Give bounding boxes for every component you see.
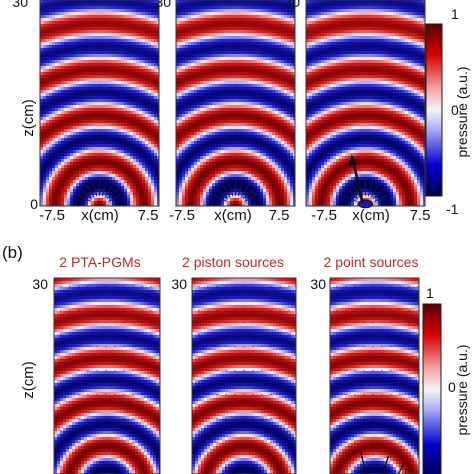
panel-b-colorbar-tick-mid: 0: [448, 379, 456, 395]
panel-a-ytick-top: 30: [12, 0, 28, 10]
panel-a-ytick-top-3: 30: [284, 0, 300, 10]
panel-a-colorbar-tick-mid: 0: [451, 102, 459, 118]
panel-b1-ytick-top: 30: [32, 276, 48, 292]
panel-b3-title: 2 point sources: [324, 254, 419, 270]
panel-a-colorbar-tick-max: 1: [451, 6, 459, 22]
panel-b3-map-vector-dots: [336, 286, 419, 467]
panel-b3-map: [329, 277, 420, 474]
panel-a3-xtick-right: 7.5: [410, 207, 431, 224]
panel-a3-xtick-left: -7.5: [311, 207, 337, 224]
panel-b-maps: [53, 277, 420, 474]
panel-b-colorbar: [422, 303, 442, 474]
panel-a: 30 0 30 30 z(cm) -7.5 x(cm) 7.5 -7.5 x(c…: [12, 0, 470, 224]
panel-b1-map-vector-dots: [60, 286, 160, 467]
panel-a-ytick-bottom: 0: [30, 196, 38, 212]
panel-b1-title: 2 PTA-PGMs: [59, 254, 140, 270]
panel-b: (b) 2 PTA-PGMs 2 piston sources 2 point …: [2, 243, 470, 474]
panel-a-maps: [39, 0, 426, 209]
panel-a3-map-arrows: [342, 180, 389, 202]
panel-b-colorbar-tick-max: 1: [426, 285, 434, 301]
panel-b-colorbar-label: pressure (a.u.): [454, 344, 470, 435]
panel-a-colorbar: [425, 23, 443, 197]
panel-a1-map-arrows: [76, 180, 123, 202]
panel-b3-ytick-top: 30: [310, 276, 326, 292]
panel-a2-xtick-left: -7.5: [169, 207, 195, 224]
panel-a1-xtick-left: -7.5: [39, 207, 65, 224]
panel-a2-xlabel: x(cm): [214, 207, 252, 224]
panel-a3-xlabel: x(cm): [352, 207, 390, 224]
panel-b-ylabel: z(cm): [20, 361, 37, 399]
panel-a1-map: [39, 0, 160, 207]
panel-a3-map: [305, 0, 426, 209]
panel-b2-title: 2 piston sources: [182, 254, 284, 270]
point-sources-arrows: [359, 451, 406, 474]
panel-a2-map-arrows: [212, 180, 259, 202]
panel-a-ytick-top-2: 30: [155, 0, 171, 10]
panel-b2-map: [191, 277, 297, 474]
panel-b2-ytick-top: 30: [171, 276, 187, 292]
panel-a-ylabel: z(cm): [20, 99, 37, 137]
panel-a2-xtick-right: 7.5: [269, 207, 290, 224]
panel-a-colorbar-tick-min: -1: [446, 201, 459, 217]
point-source-marker: [348, 154, 373, 209]
panel-a-colorbar-label: pressure (a.u.): [454, 66, 470, 157]
panel-b2-map-vector-dots: [198, 286, 290, 467]
panel-a2-map: [175, 0, 296, 207]
panel-b-label: (b): [2, 243, 23, 262]
panel-b1-map: [53, 277, 161, 474]
panel-a1-xtick-right: 7.5: [138, 207, 159, 224]
panel-a1-xlabel: x(cm): [81, 207, 119, 224]
